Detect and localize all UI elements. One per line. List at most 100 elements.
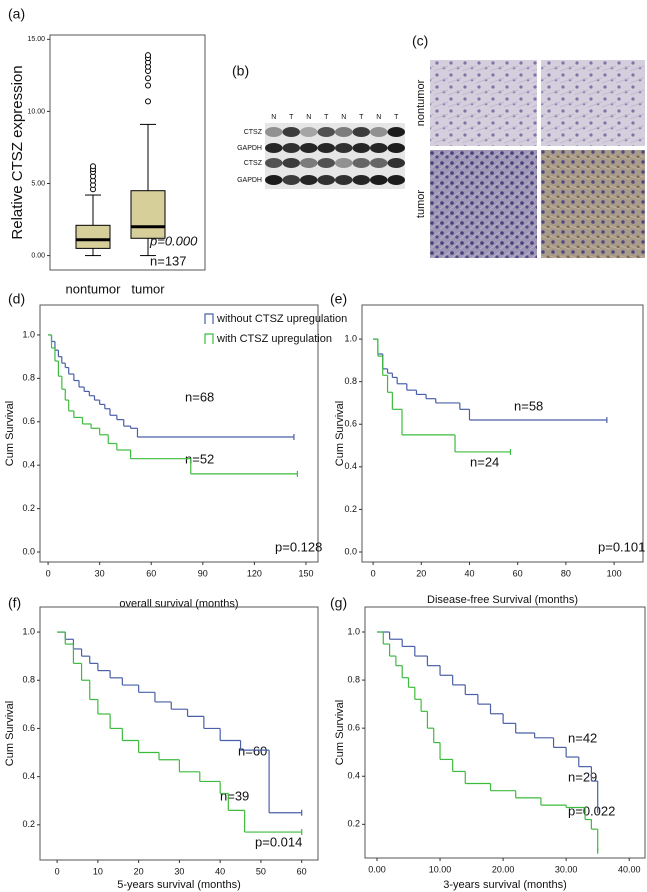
y-tick-label: 0.4	[344, 461, 357, 471]
annotation: n=24	[470, 454, 499, 469]
y-tick-label: 0.2	[22, 503, 35, 513]
row-label: GAPDH	[237, 177, 262, 184]
x-tick-label: 60	[297, 866, 307, 876]
lane-label: T	[394, 114, 399, 121]
box	[75, 224, 111, 249]
x-tick-label: 50	[256, 866, 266, 876]
y-tick-label: 0.00	[31, 252, 45, 259]
y-tick-label: 10.00	[27, 108, 45, 115]
plot-frame	[361, 304, 644, 563]
lane-label: T	[289, 114, 294, 121]
blot-band	[317, 175, 335, 185]
legend-symbol	[204, 333, 214, 344]
x-tick-label: 90	[198, 568, 208, 578]
blot-band	[300, 143, 318, 153]
annotation: n=52	[185, 451, 214, 466]
y-tick-label: 1.0	[344, 333, 357, 343]
blot-band	[265, 158, 283, 168]
x-tick-label: 80	[561, 568, 571, 578]
annotation: p=0.128	[275, 539, 322, 554]
outlier	[145, 75, 151, 82]
blot-band	[352, 158, 370, 168]
plot-frame	[39, 606, 319, 861]
x-tick-label: 30	[174, 866, 184, 876]
y-tick-label: 0.6	[344, 419, 357, 429]
blot-band	[370, 175, 388, 185]
blot-band	[282, 127, 300, 137]
lane-label: N	[271, 114, 276, 121]
box	[130, 190, 166, 239]
y-tick-label: 5.00	[31, 180, 45, 187]
x-tick-label: 30	[95, 568, 105, 578]
blot-band	[387, 143, 405, 153]
annotation: n=39	[220, 788, 249, 803]
legend-label: with CTSZ upregulation	[216, 333, 332, 345]
x-tick-label: tumor	[131, 281, 165, 296]
legend-label: without CTSZ upregulation	[216, 313, 347, 325]
y-tick-label: 1.0	[22, 329, 35, 339]
panel-label: (e)	[330, 291, 347, 307]
blot-band	[265, 127, 283, 137]
y-tick-label: 0.8	[344, 376, 357, 386]
x-tick-label: 20	[134, 866, 144, 876]
y-tick-label: 1.0	[347, 626, 360, 636]
annotation: n=68	[185, 389, 214, 404]
y-axis-label: Cum Survival	[334, 700, 346, 765]
x-tick-label: 100	[607, 568, 622, 578]
row-label: tumor	[415, 190, 427, 218]
x-tick-label: 10	[93, 866, 103, 876]
y-axis-label: Cum Survival	[4, 401, 16, 466]
outlier	[145, 52, 151, 59]
annotation: n=60	[238, 743, 267, 758]
blot-band	[335, 175, 353, 185]
annotation: n=58	[514, 398, 543, 413]
ihc-image	[430, 150, 537, 258]
plot-frame	[39, 304, 319, 563]
blot-band	[387, 175, 405, 185]
blot-band	[317, 127, 335, 137]
annotation: p=0.022	[568, 803, 615, 818]
x-tick-label: 60	[513, 568, 523, 578]
panel-label: (f)	[8, 595, 21, 611]
plot-frame	[364, 606, 646, 859]
x-axis-label: 3-years survival (months)	[443, 879, 566, 891]
blot-band	[282, 175, 300, 185]
y-tick-label: 0.4	[22, 460, 35, 470]
blot-band	[335, 127, 353, 137]
plot-frame	[49, 34, 206, 271]
blot-band	[387, 127, 405, 137]
annotation: n=42	[568, 730, 597, 745]
blot-band	[300, 175, 318, 185]
blot-band	[317, 158, 335, 168]
row-label: GAPDH	[237, 145, 262, 152]
panel-label: (b)	[232, 63, 249, 79]
panel-label: (g)	[330, 595, 347, 611]
x-tick-label: 0.00	[368, 864, 386, 874]
panel-label: (c)	[412, 33, 428, 49]
outlier	[145, 82, 151, 89]
x-tick-label: 0	[371, 568, 376, 578]
blot-band	[300, 158, 318, 168]
blot-band	[352, 127, 370, 137]
x-tick-label: 30.00	[555, 864, 578, 874]
lane-label: N	[341, 114, 346, 121]
x-tick-label: 40	[215, 866, 225, 876]
blot-band	[335, 143, 353, 153]
y-tick-label: 0.8	[22, 675, 35, 685]
ihc-image	[430, 60, 537, 146]
blot-band	[352, 143, 370, 153]
lane-label: N	[376, 114, 381, 121]
row-label: nontumor	[415, 79, 427, 126]
y-tick-label: 1.0	[22, 626, 35, 636]
ihc-image	[541, 60, 645, 146]
lane-label: T	[324, 114, 329, 121]
x-tick-label: 120	[247, 568, 262, 578]
x-tick-label: 20	[416, 568, 426, 578]
y-tick-label: 0.2	[344, 504, 357, 514]
x-tick-label: 40.00	[618, 864, 641, 874]
x-tick-label: 40	[464, 568, 474, 578]
legend-symbol	[204, 313, 214, 324]
x-tick-label: nontumor	[66, 281, 122, 296]
y-axis-label: Cum Survival	[4, 701, 16, 766]
lane-label: T	[359, 114, 364, 121]
